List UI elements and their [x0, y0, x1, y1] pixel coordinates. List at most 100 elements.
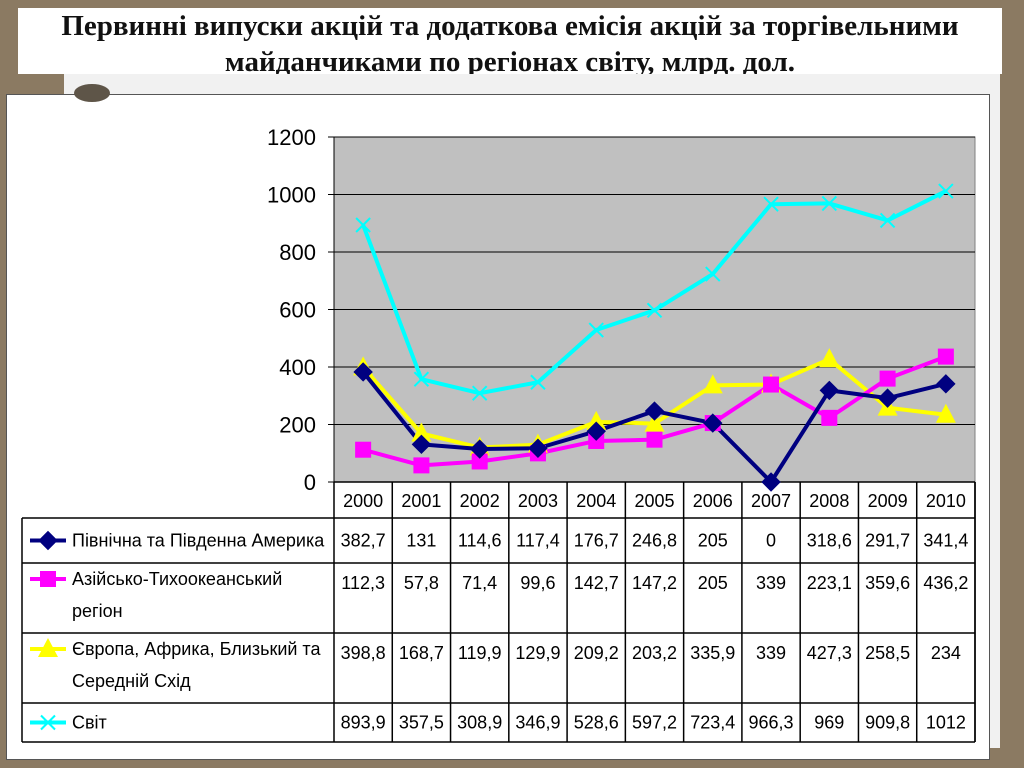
- table-value: 427,3: [807, 643, 852, 663]
- table-value: 57,8: [404, 573, 439, 593]
- data-point: [644, 401, 665, 421]
- table-value: 382,7: [341, 531, 386, 551]
- data-point: [702, 374, 723, 394]
- page-title: Первинні випуски акцій та додаткова еміс…: [61, 10, 959, 78]
- table-value: 969: [814, 713, 844, 733]
- table-value: 209,2: [574, 643, 619, 663]
- y-tick-label: 600: [279, 298, 316, 323]
- decorative-shadow: [74, 84, 110, 102]
- table-value: 966,3: [749, 713, 794, 733]
- table-value: 341,4: [923, 531, 968, 551]
- y-tick-label: 0: [304, 470, 316, 495]
- table-value: 335,9: [690, 643, 735, 663]
- table-value: 339: [756, 573, 786, 593]
- table-value: 119,9: [458, 643, 502, 663]
- data-point: [469, 439, 490, 459]
- data-point: [937, 348, 954, 365]
- y-tick-label: 200: [279, 413, 316, 438]
- x-category-label: 2010: [926, 491, 966, 511]
- table-value: 205: [698, 573, 728, 593]
- legend-key-marker: [40, 571, 56, 587]
- legend-label: Світ: [72, 713, 107, 733]
- data-point: [938, 183, 954, 199]
- table-value: 339: [756, 643, 786, 663]
- table-value: 246,8: [632, 531, 677, 551]
- table-value: 223,1: [807, 573, 852, 593]
- table-value: 318,6: [807, 531, 852, 551]
- table-value: 528,6: [574, 713, 619, 733]
- x-category-label: 2001: [401, 491, 441, 511]
- data-point: [355, 217, 371, 233]
- data-point: [936, 374, 956, 394]
- data-point: [411, 422, 432, 442]
- data-point: [586, 421, 606, 441]
- table-value: 99,6: [520, 573, 555, 593]
- legend-label: регіон: [72, 601, 123, 621]
- data-point: [879, 212, 896, 229]
- table-value: 176,7: [574, 531, 619, 551]
- table-value: 398,8: [341, 643, 386, 663]
- table-value: 71,4: [462, 573, 497, 593]
- data-point: [644, 412, 665, 432]
- data-point: [471, 453, 488, 470]
- data-point: [353, 362, 373, 382]
- data-point: [705, 266, 721, 282]
- legend-key-marker: [40, 714, 56, 731]
- table-value: 205: [698, 531, 728, 551]
- data-point: [586, 410, 607, 430]
- data-point: [819, 380, 840, 401]
- data-point: [646, 431, 663, 448]
- data-point: [413, 457, 430, 474]
- table-value: 357,5: [399, 713, 444, 733]
- y-tick-label: 1000: [267, 183, 316, 208]
- data-point: [413, 371, 430, 387]
- table-value: 308,9: [457, 713, 502, 733]
- data-point: [763, 196, 779, 212]
- table-value: 723,4: [690, 713, 735, 733]
- table-value: 597,2: [632, 713, 677, 733]
- x-category-label: 2008: [809, 491, 849, 511]
- data-point: [761, 472, 781, 492]
- x-category-label: 2009: [868, 491, 908, 511]
- y-tick-label: 1200: [267, 125, 316, 150]
- data-point: [703, 413, 723, 433]
- x-category-label: 2007: [751, 491, 791, 511]
- data-point: [530, 374, 546, 390]
- data-point: [821, 409, 838, 426]
- table-value: 909,8: [865, 713, 910, 733]
- table-value: 234: [931, 643, 961, 663]
- table-value: 147,2: [632, 573, 677, 593]
- table-value: 203,2: [632, 643, 677, 663]
- table-value: 258,5: [865, 643, 910, 663]
- table-value: 114,6: [458, 531, 502, 551]
- y-tick-label: 800: [279, 240, 316, 265]
- table-value: 359,6: [865, 573, 910, 593]
- y-tick-label: 400: [279, 355, 316, 380]
- data-point: [819, 348, 840, 368]
- data-point: [411, 434, 432, 455]
- legend-label: Середній Схід: [72, 671, 191, 691]
- x-category-label: 2004: [576, 491, 616, 511]
- table-value: 436,2: [923, 573, 968, 593]
- legend-label: Азійсько-Тихоокеанський: [72, 569, 282, 589]
- data-point: [588, 322, 604, 338]
- table-value: 129,9: [515, 643, 560, 663]
- table-value: 168,7: [399, 643, 444, 663]
- legend-label: Північна та Південна Америка: [72, 531, 325, 551]
- table-value: 131: [406, 531, 436, 551]
- data-point: [763, 376, 780, 393]
- table-value: 291,7: [865, 531, 910, 551]
- legend-key-marker: [38, 530, 58, 551]
- data-point: [355, 441, 372, 458]
- data-point: [528, 438, 548, 458]
- legend-label: Європа, Африка, Близький та: [72, 639, 321, 659]
- data-point: [877, 388, 898, 408]
- legend-key-marker: [38, 638, 58, 657]
- table-value: 117,4: [516, 531, 560, 551]
- title-background: [18, 8, 1002, 74]
- table-value: 112,3: [341, 573, 385, 593]
- data-point: [646, 302, 663, 319]
- data-point: [879, 370, 896, 387]
- data-point: [588, 432, 605, 449]
